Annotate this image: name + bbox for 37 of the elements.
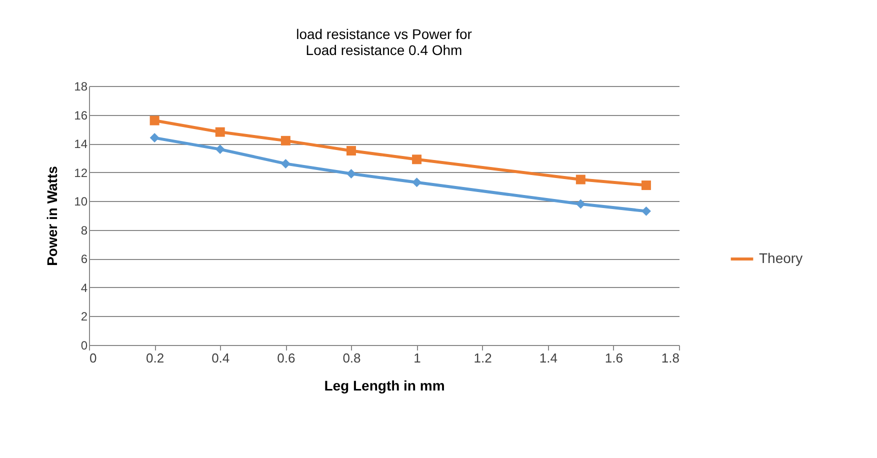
y-tick-label: 18 bbox=[74, 80, 88, 94]
point bbox=[641, 180, 651, 190]
y-tick-label: 2 bbox=[80, 310, 88, 324]
point bbox=[280, 158, 290, 168]
x-tick-label: 0.2 bbox=[146, 350, 164, 366]
y-tick-label: 16 bbox=[74, 108, 88, 122]
point bbox=[150, 116, 160, 126]
x-tick-label: 1 bbox=[414, 350, 421, 366]
y-tick-label: 10 bbox=[74, 194, 88, 209]
x-tick-label: 0.6 bbox=[277, 350, 296, 366]
point bbox=[412, 178, 422, 188]
x-tick-label: 1.2 bbox=[474, 350, 492, 366]
y-tick-label: 6 bbox=[80, 252, 88, 266]
point bbox=[641, 206, 651, 216]
y-tick-label: 4 bbox=[80, 280, 88, 295]
point bbox=[346, 169, 356, 179]
y-tick-label: 8 bbox=[80, 223, 88, 238]
legend-label: Theory bbox=[759, 250, 803, 266]
point bbox=[576, 174, 586, 184]
point bbox=[346, 146, 356, 156]
x-axis-title: Leg Length in mm bbox=[324, 378, 445, 394]
x-tick-label: 0.8 bbox=[342, 350, 361, 366]
point bbox=[215, 127, 225, 137]
point bbox=[280, 136, 290, 146]
y-tick-label: 0 bbox=[80, 338, 88, 352]
chart-title: load resistance vs Power for Load resistance 0.4 Ohm bbox=[296, 26, 472, 58]
y-tick-label: 12 bbox=[74, 166, 88, 180]
x-tick-label: 1.6 bbox=[604, 350, 623, 366]
x-tick-label: 0.4 bbox=[212, 350, 230, 366]
x-tick-label: 1.4 bbox=[539, 350, 558, 366]
x-tick-label: 1.8 bbox=[661, 350, 680, 366]
point bbox=[150, 133, 160, 143]
y-axis-title: Power in Watts bbox=[44, 166, 60, 266]
point bbox=[412, 154, 422, 164]
point bbox=[215, 144, 225, 154]
point bbox=[576, 199, 586, 209]
y-tick-label: 14 bbox=[74, 137, 88, 152]
